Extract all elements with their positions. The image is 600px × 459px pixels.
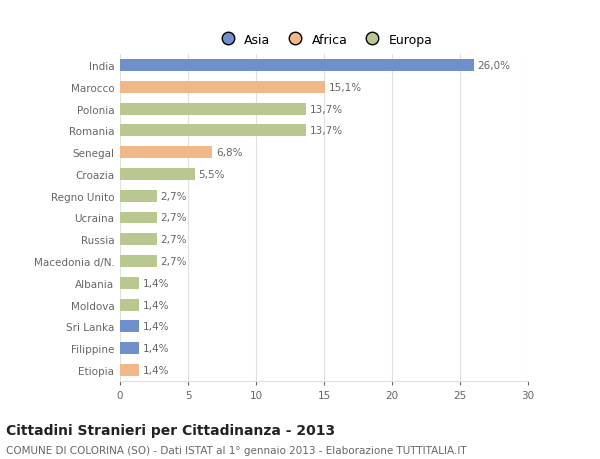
Bar — [120, 125, 307, 137]
Text: 2,7%: 2,7% — [160, 213, 187, 223]
Text: 13,7%: 13,7% — [310, 104, 343, 114]
Bar — [120, 103, 307, 115]
Bar — [120, 190, 157, 202]
Text: 6,8%: 6,8% — [216, 148, 242, 158]
Text: 26,0%: 26,0% — [477, 61, 510, 71]
Bar — [120, 212, 157, 224]
Text: 15,1%: 15,1% — [329, 83, 362, 93]
Text: 1,4%: 1,4% — [142, 343, 169, 353]
Bar — [120, 256, 157, 268]
Bar — [120, 82, 325, 94]
Text: 2,7%: 2,7% — [160, 191, 187, 202]
Bar — [120, 60, 473, 72]
Bar — [120, 342, 139, 354]
Bar — [120, 321, 139, 333]
Text: 13,7%: 13,7% — [310, 126, 343, 136]
Bar — [120, 364, 139, 376]
Text: Cittadini Stranieri per Cittadinanza - 2013: Cittadini Stranieri per Cittadinanza - 2… — [6, 423, 335, 437]
Text: 1,4%: 1,4% — [142, 322, 169, 332]
Text: 1,4%: 1,4% — [142, 365, 169, 375]
Bar — [120, 147, 212, 159]
Bar — [120, 168, 195, 180]
Text: 2,7%: 2,7% — [160, 235, 187, 245]
Legend: Asia, Africa, Europa: Asia, Africa, Europa — [211, 29, 437, 52]
Text: 2,7%: 2,7% — [160, 257, 187, 267]
Text: 5,5%: 5,5% — [198, 169, 224, 179]
Bar — [120, 234, 157, 246]
Bar — [120, 277, 139, 289]
Text: 1,4%: 1,4% — [142, 278, 169, 288]
Text: COMUNE DI COLORINA (SO) - Dati ISTAT al 1° gennaio 2013 - Elaborazione TUTTITALI: COMUNE DI COLORINA (SO) - Dati ISTAT al … — [6, 446, 467, 455]
Text: 1,4%: 1,4% — [142, 300, 169, 310]
Bar — [120, 299, 139, 311]
